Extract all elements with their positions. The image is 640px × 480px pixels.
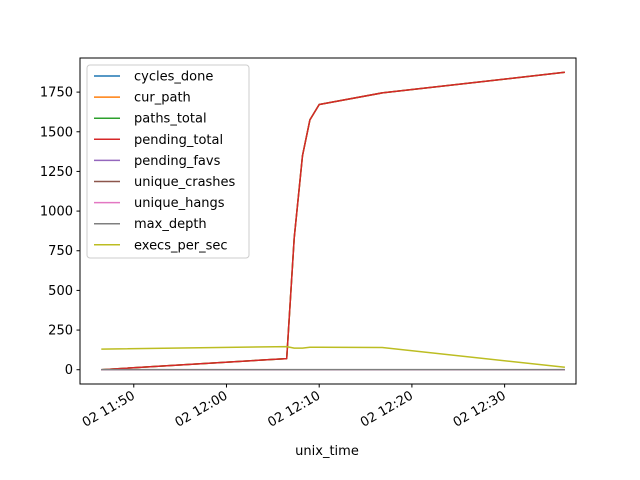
x-tick-label: 02 11:50 bbox=[80, 388, 138, 430]
x-axis: 02 11:50 02 12:00 02 12:10 02 12:20 02 12:30 bbox=[80, 384, 509, 431]
y-axis: 0 250 500 750 1000 1250 1500 1750 bbox=[40, 86, 80, 378]
series-line-execs-per-sec bbox=[101, 345, 565, 369]
y-tick-label: 500 bbox=[48, 284, 73, 299]
legend-box bbox=[86, 64, 250, 259]
legend-label: unique_crashes bbox=[134, 175, 236, 190]
legend-label: pending_favs bbox=[134, 154, 221, 169]
y-tick-label: 1000 bbox=[40, 205, 73, 220]
x-axis-label: unix_time bbox=[295, 444, 359, 459]
y-tick-label: 1500 bbox=[40, 125, 73, 140]
y-tick-label: 0 bbox=[65, 363, 73, 378]
y-tick-label: 1750 bbox=[40, 86, 73, 101]
legend-label: cycles_done bbox=[134, 70, 213, 85]
y-tick-label: 1250 bbox=[40, 165, 73, 180]
legend-label: pending_total bbox=[134, 133, 223, 148]
legend-label: cur_path bbox=[134, 91, 191, 106]
legend-label: unique_hangs bbox=[134, 196, 225, 211]
legend-label: max_depth bbox=[134, 217, 207, 232]
plot-frame bbox=[79, 57, 577, 385]
legend: cycles_done cur_path paths_total pending_to… bbox=[86, 64, 250, 259]
series-line-pending-total bbox=[101, 71, 565, 371]
x-tick-label: 02 12:10 bbox=[265, 388, 323, 430]
x-tick-label: 02 12:00 bbox=[173, 388, 231, 430]
legend-label: execs_per_sec bbox=[134, 238, 228, 253]
y-tick-label: 750 bbox=[48, 244, 73, 259]
y-tick-label: 250 bbox=[48, 324, 73, 339]
legend-label: paths_total bbox=[134, 112, 207, 127]
x-tick-label: 02 12:30 bbox=[451, 388, 509, 430]
x-tick-label: 02 12:20 bbox=[358, 388, 416, 430]
series-lines bbox=[101, 71, 565, 371]
